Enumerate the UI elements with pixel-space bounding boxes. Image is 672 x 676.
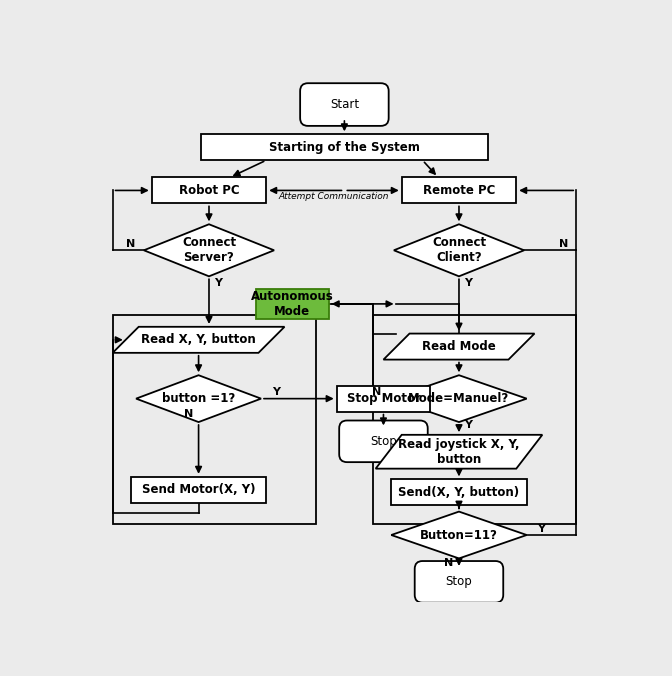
- Bar: [201, 135, 488, 160]
- Polygon shape: [391, 512, 527, 558]
- Text: N: N: [183, 409, 193, 419]
- Text: Y: Y: [464, 278, 472, 288]
- Text: Y: Y: [537, 524, 545, 534]
- Text: N: N: [558, 239, 568, 249]
- Polygon shape: [136, 375, 261, 422]
- Text: Y: Y: [464, 420, 472, 430]
- FancyBboxPatch shape: [300, 83, 388, 126]
- Polygon shape: [394, 224, 524, 276]
- Text: N: N: [444, 558, 453, 568]
- Polygon shape: [144, 224, 274, 276]
- Text: Stop: Stop: [446, 575, 472, 588]
- Polygon shape: [384, 333, 534, 360]
- Text: Autonomous
Mode: Autonomous Mode: [251, 290, 334, 318]
- Text: Y: Y: [214, 278, 222, 288]
- Bar: [131, 477, 266, 503]
- Text: Connect
Client?: Connect Client?: [432, 237, 486, 264]
- Text: N: N: [372, 387, 381, 397]
- Text: Send Motor(X, Y): Send Motor(X, Y): [142, 483, 255, 496]
- Bar: [337, 385, 430, 412]
- FancyBboxPatch shape: [415, 561, 503, 603]
- Text: Stop Motor: Stop Motor: [347, 392, 421, 405]
- Text: Attempt Communication: Attempt Communication: [279, 192, 389, 201]
- Text: Robot PC: Robot PC: [179, 184, 239, 197]
- Text: Read joystick X, Y,
button: Read joystick X, Y, button: [398, 438, 519, 466]
- Bar: [152, 177, 266, 203]
- Bar: [113, 315, 316, 523]
- Bar: [256, 289, 329, 319]
- Text: Button=11?: Button=11?: [420, 529, 498, 541]
- Text: N: N: [126, 239, 136, 249]
- Text: button =1?: button =1?: [162, 392, 235, 405]
- Text: Read X, Y, button: Read X, Y, button: [141, 333, 256, 346]
- Polygon shape: [391, 375, 527, 422]
- Text: Start: Start: [330, 98, 359, 111]
- Bar: [373, 315, 576, 523]
- Text: Mode=Manuel?: Mode=Manuel?: [409, 392, 509, 405]
- Text: Read Mode: Read Mode: [422, 340, 496, 353]
- Bar: [391, 479, 527, 506]
- Bar: [402, 177, 516, 203]
- Text: Send(X, Y, button): Send(X, Y, button): [398, 486, 519, 499]
- Text: Starting of the System: Starting of the System: [269, 141, 420, 153]
- Text: Remote PC: Remote PC: [423, 184, 495, 197]
- Text: Connect
Server?: Connect Server?: [182, 237, 236, 264]
- FancyBboxPatch shape: [339, 420, 427, 462]
- Text: Y: Y: [271, 387, 280, 397]
- Polygon shape: [113, 327, 284, 353]
- Polygon shape: [376, 435, 542, 468]
- Text: Stop: Stop: [370, 435, 397, 448]
